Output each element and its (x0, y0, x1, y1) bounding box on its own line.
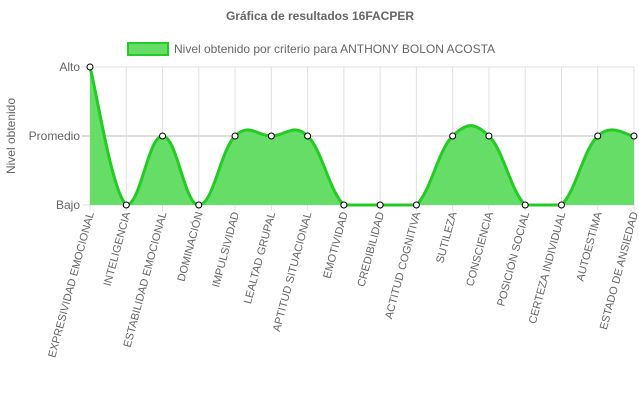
data-point[interactable] (376, 201, 384, 209)
data-point[interactable] (122, 201, 130, 209)
series-area (90, 67, 634, 205)
data-point[interactable] (267, 132, 275, 140)
x-tick-label: CREDIBILIDAD (356, 211, 388, 289)
x-tick-label: DOMINACIÓN (175, 210, 206, 282)
data-point[interactable] (557, 201, 565, 209)
data-point[interactable] (630, 132, 638, 140)
data-point[interactable] (594, 132, 602, 140)
data-point[interactable] (304, 132, 312, 140)
x-tick-label: CONSCIENCIA (464, 210, 496, 288)
x-tick-label: ESTADO DE ANSIEDAD (598, 211, 639, 331)
y-tick-label: Alto (59, 60, 80, 74)
x-tick-label: LEALTAD GRUPAL (242, 211, 278, 306)
x-tick-label: POSICIÓN SOCIAL (494, 210, 532, 307)
x-tick-label: AUTOESTIMA (575, 210, 605, 283)
data-point[interactable] (485, 132, 493, 140)
y-axis-ticks: Bajo Promedio Alto (29, 60, 81, 212)
y-tick-label: Promedio (29, 129, 81, 143)
x-tick-label: EMOTIVIDAD (321, 211, 350, 280)
x-tick-label: INTELIGENCIA (102, 210, 134, 288)
legend-label: Nivel obtenido por criterio para ANTHONY… (174, 42, 495, 56)
y-axis-label: Nivel obtenido (4, 98, 18, 174)
chart-title: Gráfica de resultados 16FACPER (226, 9, 414, 23)
y-tick-label: Bajo (56, 198, 80, 212)
data-point[interactable] (449, 132, 457, 140)
data-point[interactable] (340, 201, 348, 209)
x-tick-label: IMPULSIVIDAD (210, 211, 242, 289)
legend[interactable]: Nivel obtenido por criterio para ANTHONY… (127, 42, 495, 56)
x-tick-label: CERTEZA INDIVIDUAL (527, 211, 568, 326)
x-axis-ticks: EXPRESIVIDAD EMOCIONAL INTELIGENCIAESTABI… (46, 210, 639, 359)
x-tick-label: ACTITUD COGNITIVA (383, 210, 423, 320)
data-point[interactable] (231, 132, 239, 140)
data-point[interactable] (412, 201, 420, 209)
data-point[interactable] (195, 201, 203, 209)
x-tick-label: APTITUD SITUACIONAL (271, 211, 315, 333)
data-point[interactable] (159, 132, 167, 140)
legend-swatch (127, 42, 169, 56)
data-point[interactable] (86, 63, 94, 71)
x-tick-label: ESTABILIDAD EMOCIONAL (122, 211, 170, 349)
data-points (86, 63, 638, 209)
x-tick-label: EXPRESIVIDAD EMOCIONAL (46, 211, 97, 359)
data-point[interactable] (521, 201, 529, 209)
x-tick-label: SUTILEZA (434, 210, 459, 265)
